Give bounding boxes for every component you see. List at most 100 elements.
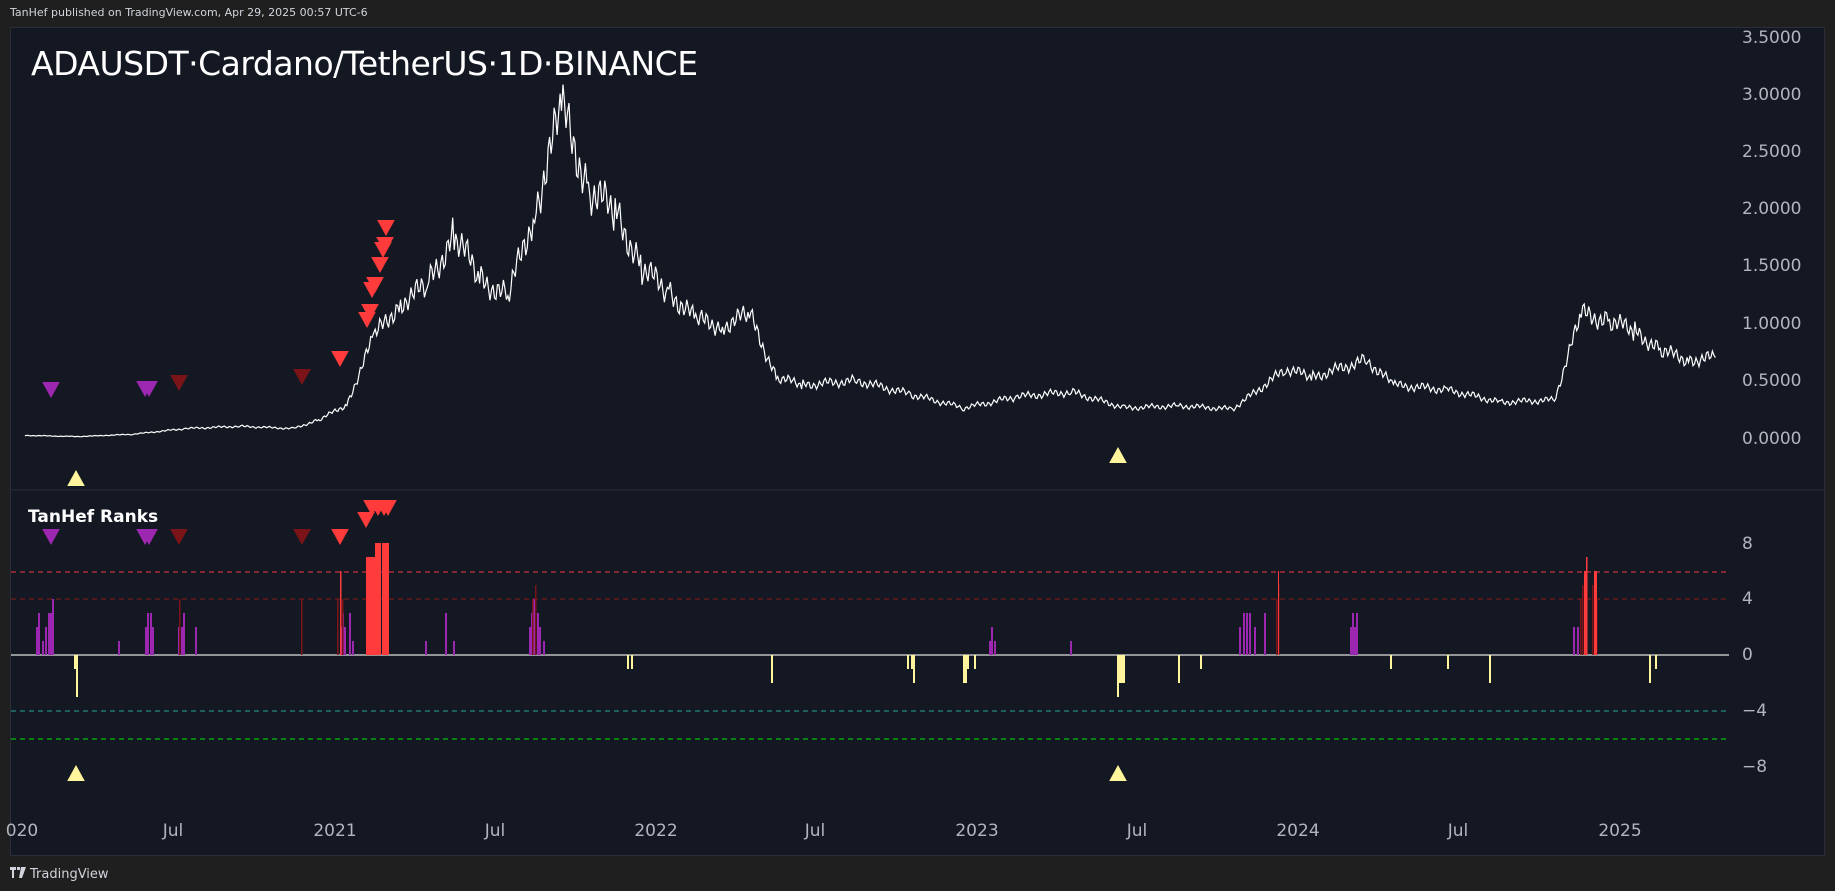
histogram-bar xyxy=(1239,627,1241,655)
histogram-bar xyxy=(627,655,629,669)
down-triangle-icon xyxy=(357,512,375,528)
histogram-bar xyxy=(631,655,633,669)
histogram-bar xyxy=(386,543,389,655)
histogram-bar xyxy=(118,641,120,655)
histogram-bar xyxy=(48,613,50,655)
time-tick: Jul xyxy=(1126,821,1148,841)
histogram-bar xyxy=(1354,627,1356,655)
histogram-bar xyxy=(532,599,534,655)
histogram-bar xyxy=(181,627,183,655)
time-tick: 2021 xyxy=(313,821,357,841)
histogram-bar xyxy=(445,613,447,655)
price-tick: 3.5000 xyxy=(1742,28,1802,48)
indicator-tick: 0 xyxy=(1742,645,1753,665)
histogram-bar xyxy=(1278,571,1279,655)
down-triangle-icon xyxy=(170,375,188,391)
histogram-bar xyxy=(1573,627,1575,655)
histogram-bar xyxy=(74,655,76,669)
histogram-bar xyxy=(301,599,303,655)
footer: TradingView xyxy=(10,864,109,884)
histogram-bar xyxy=(1070,641,1072,655)
time-tick: 2025 xyxy=(1598,821,1642,841)
down-triangle-icon xyxy=(42,529,60,545)
tradingview-brand[interactable]: TradingView xyxy=(30,866,109,882)
indicator-tick: 4 xyxy=(1742,589,1753,609)
time-tick: Jul xyxy=(1447,821,1469,841)
down-triangle-icon xyxy=(140,529,158,545)
histogram-bar xyxy=(1178,655,1180,683)
indicator-markers xyxy=(42,500,1127,781)
histogram-bar xyxy=(1264,613,1266,655)
indicator-tick: 8 xyxy=(1742,534,1753,554)
price-tick: 2.5000 xyxy=(1742,142,1802,162)
down-triangle-icon xyxy=(331,529,349,545)
down-triangle-icon xyxy=(140,381,158,397)
histogram-bar xyxy=(1582,585,1584,655)
histogram-bar xyxy=(907,655,909,669)
histogram-bar xyxy=(150,613,152,655)
price-tick: 3.0000 xyxy=(1742,85,1802,105)
down-triangle-icon xyxy=(293,529,311,545)
up-triangle-icon xyxy=(1109,447,1127,463)
histogram-bar xyxy=(366,557,375,655)
time-tick: 2022 xyxy=(634,821,678,841)
time-tick: 020 xyxy=(5,821,39,841)
price-tick: 0.5000 xyxy=(1742,371,1802,391)
histogram-bar xyxy=(337,599,339,655)
histogram-bar xyxy=(1586,557,1588,655)
histogram-bar xyxy=(963,655,965,683)
histogram-bar xyxy=(382,543,386,655)
histogram-bar xyxy=(1580,599,1582,655)
up-triangle-icon xyxy=(67,765,85,781)
histogram-bar xyxy=(152,627,154,655)
histogram-bar xyxy=(76,655,78,697)
down-triangle-icon xyxy=(377,220,395,236)
histogram-bar xyxy=(535,585,537,655)
down-triangle-icon xyxy=(371,257,389,273)
down-triangle-icon xyxy=(361,304,379,320)
histogram-bar xyxy=(1356,613,1358,655)
histogram-bar xyxy=(349,613,351,655)
histogram-bar xyxy=(1246,613,1248,655)
indicator-tick: −4 xyxy=(1742,701,1768,721)
histogram-bar xyxy=(375,543,381,655)
histogram-bar xyxy=(42,641,44,655)
down-triangle-icon xyxy=(331,351,349,367)
histogram-bar xyxy=(52,599,54,655)
histogram-bar xyxy=(1649,655,1651,683)
histogram-bar xyxy=(989,641,991,655)
histogram-bar xyxy=(453,641,455,655)
histogram-bar xyxy=(1584,571,1587,655)
histogram-bar xyxy=(1592,585,1594,655)
histogram-bar xyxy=(340,571,342,655)
histogram-bar xyxy=(539,627,541,655)
histogram-bar xyxy=(1276,599,1278,655)
histogram-bar xyxy=(1121,655,1123,683)
histogram-bar xyxy=(36,627,38,655)
histogram-bar xyxy=(179,599,181,655)
histogram-bar xyxy=(1117,655,1119,697)
histogram-bar xyxy=(183,613,185,655)
down-triangle-icon xyxy=(170,529,188,545)
down-triangle-icon xyxy=(379,500,397,516)
histogram-bar xyxy=(974,655,976,669)
up-triangle-icon xyxy=(67,470,85,486)
histogram-bar xyxy=(342,599,344,655)
indicator-histogram xyxy=(36,543,1657,697)
histogram-bar xyxy=(771,655,773,683)
down-triangle-icon xyxy=(376,237,394,253)
histogram-bar xyxy=(994,641,996,655)
up-triangle-icon xyxy=(1109,765,1127,781)
histogram-bar xyxy=(1390,655,1392,669)
histogram-bar xyxy=(1350,627,1352,655)
down-triangle-icon xyxy=(366,277,384,293)
chart-frame[interactable] xyxy=(10,27,1825,856)
tradingview-logo-icon[interactable] xyxy=(10,866,26,882)
histogram-bar xyxy=(1594,571,1597,655)
histogram-bar xyxy=(991,627,993,655)
histogram-bar xyxy=(1119,655,1121,683)
histogram-bar xyxy=(1249,613,1251,655)
histogram-bar xyxy=(425,641,427,655)
indicator-levels xyxy=(11,571,1729,740)
